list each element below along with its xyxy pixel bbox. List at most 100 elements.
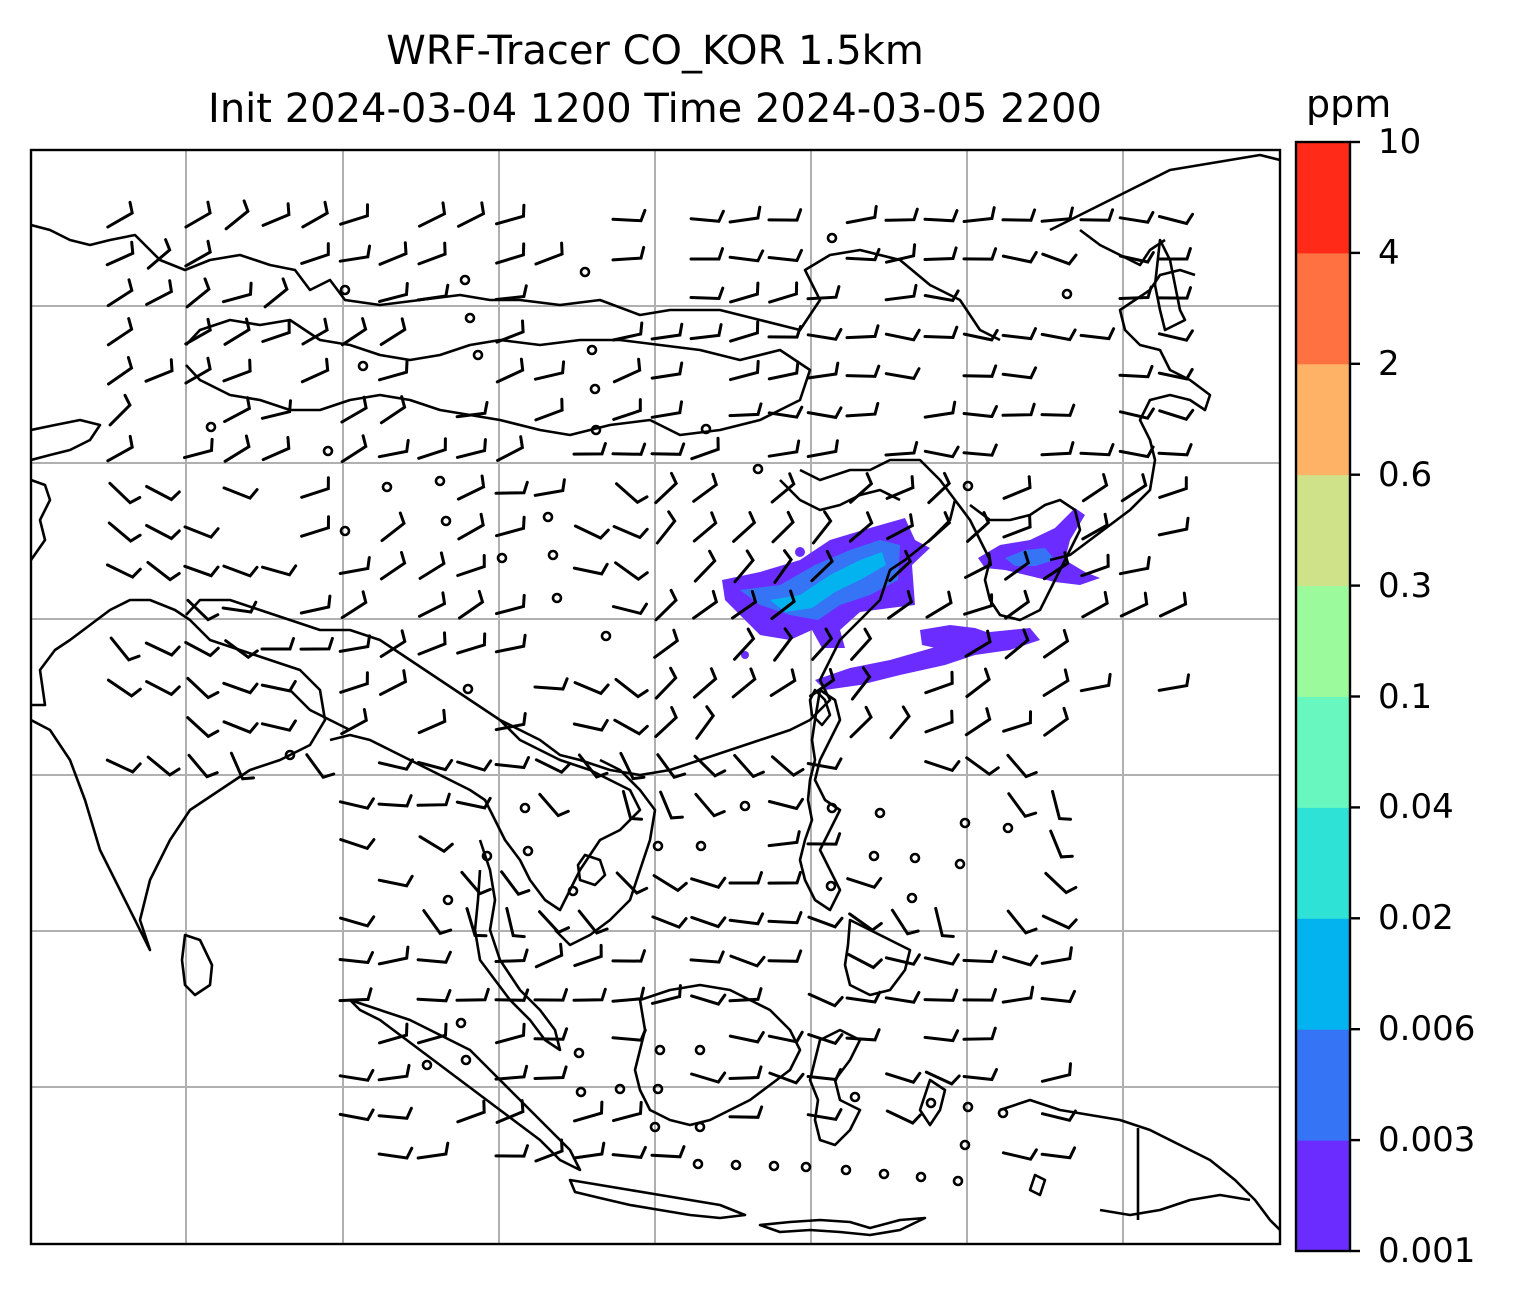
- wind-barb: [417, 1022, 448, 1045]
- wind-barb: [183, 437, 214, 460]
- calm-wind-circle: [840, 1164, 852, 1176]
- wind-barb: [728, 987, 763, 1003]
- calm-wind-circle: [739, 800, 751, 812]
- wind-barb: [962, 1068, 998, 1082]
- wind-barb: [612, 398, 642, 421]
- wind-barb: [689, 286, 725, 301]
- calm-wind-circle: [692, 1158, 704, 1170]
- wind-barb: [416, 792, 451, 807]
- wind-barb: [845, 205, 878, 225]
- wind-barb: [184, 200, 212, 229]
- wind-barb: [651, 915, 688, 929]
- wind-barb: [146, 755, 181, 777]
- wind-barb: [771, 510, 795, 544]
- wind-barb: [494, 988, 530, 1002]
- colorbar-segment: [1296, 918, 1350, 1030]
- wind-barb: [495, 357, 525, 384]
- calm-wind-circle: [909, 852, 921, 864]
- wind-barb: [465, 907, 488, 938]
- wind-barb: [845, 247, 881, 262]
- calm-wind-circle: [878, 1168, 890, 1180]
- wind-barb: [300, 242, 330, 265]
- wind-barb: [728, 205, 762, 224]
- wind-barb: [494, 480, 529, 495]
- colorbar-tick-label: 0.04: [1378, 787, 1454, 828]
- colorbar-segment: [1296, 363, 1350, 476]
- wind-barb: [728, 912, 765, 926]
- wind-barb: [848, 912, 883, 932]
- colorbar-segment: [1296, 142, 1350, 254]
- wind-barb: [573, 1100, 604, 1123]
- wind-barb: [222, 720, 259, 734]
- colorbar-segment: [1296, 252, 1350, 365]
- wind-barb: [300, 357, 330, 384]
- wind-barb: [534, 1138, 564, 1163]
- colorbar-unit-label: ppm: [1306, 82, 1392, 126]
- wind-barb: [1043, 628, 1070, 659]
- wind-barb: [890, 908, 920, 936]
- plume-speck: [741, 651, 749, 659]
- calm-wind-circle: [496, 552, 508, 564]
- wind-barb: [768, 281, 799, 304]
- wind-barb: [533, 988, 568, 1002]
- wind-barb: [811, 627, 834, 661]
- calm-wind-circle: [997, 1107, 1009, 1119]
- wind-barb: [260, 637, 295, 651]
- wind-barb: [106, 278, 134, 308]
- wind-barb: [962, 364, 998, 378]
- wind-barb: [377, 945, 410, 966]
- wind-barb: [612, 1100, 643, 1123]
- wind-barb: [1044, 871, 1078, 895]
- wind-barb: [1157, 247, 1192, 261]
- wind-barb: [887, 589, 914, 620]
- wind-barb: [768, 1071, 805, 1085]
- wind-barb: [301, 200, 329, 229]
- wind-barb: [145, 680, 181, 697]
- calm-wind-circle: [522, 845, 534, 857]
- wind-barb: [533, 478, 566, 497]
- wind-barb: [1040, 1109, 1077, 1123]
- wind-barb: [299, 636, 334, 651]
- wind-barb: [339, 671, 369, 694]
- colorbar-tick-label: 0.02: [1378, 898, 1454, 939]
- wind-barb: [1041, 914, 1078, 930]
- wind-barb: [733, 754, 765, 779]
- wind-barb: [654, 706, 679, 738]
- calm-wind-circle: [694, 1121, 706, 1133]
- wind-barb: [417, 631, 447, 656]
- wind-barb: [1040, 441, 1075, 457]
- wind-barb: [261, 320, 291, 343]
- calm-wind-circle: [573, 1047, 585, 1059]
- wind-barb: [1158, 408, 1195, 421]
- wind-barb: [773, 549, 793, 584]
- plume-korea-core: [1005, 548, 1055, 566]
- wind-barb: [923, 400, 957, 419]
- wind-barb: [496, 435, 525, 462]
- calm-wind-circle: [284, 749, 296, 761]
- wind-barb: [728, 1065, 763, 1080]
- wind-barb: [260, 399, 292, 420]
- coastline-japan: [1049, 268, 1212, 562]
- wind-barb: [654, 666, 678, 700]
- wind-barb: [884, 440, 919, 457]
- calm-wind-circle: [826, 802, 838, 814]
- wind-barb: [728, 1105, 764, 1119]
- wind-barb: [845, 1028, 881, 1042]
- coastline-sulawesi: [808, 1028, 862, 1147]
- wind-barb: [614, 561, 649, 582]
- wind-barb: [456, 1099, 486, 1124]
- coastline-small-island: [1028, 1173, 1047, 1197]
- wind-barb: [379, 317, 407, 346]
- wind-barb: [105, 563, 142, 579]
- wind-barb: [923, 209, 959, 223]
- wind-barb: [767, 1030, 804, 1044]
- wind-barb: [455, 438, 487, 459]
- wind-barb: [1001, 985, 1035, 1004]
- wind-barb: [456, 474, 486, 501]
- calm-wind-circle: [962, 1101, 974, 1113]
- wind-barb: [1118, 555, 1151, 576]
- coastline-central-asia: [31, 223, 1001, 342]
- wind-barb: [145, 279, 174, 306]
- calm-wind-circle: [600, 630, 612, 642]
- wind-barb: [965, 667, 991, 698]
